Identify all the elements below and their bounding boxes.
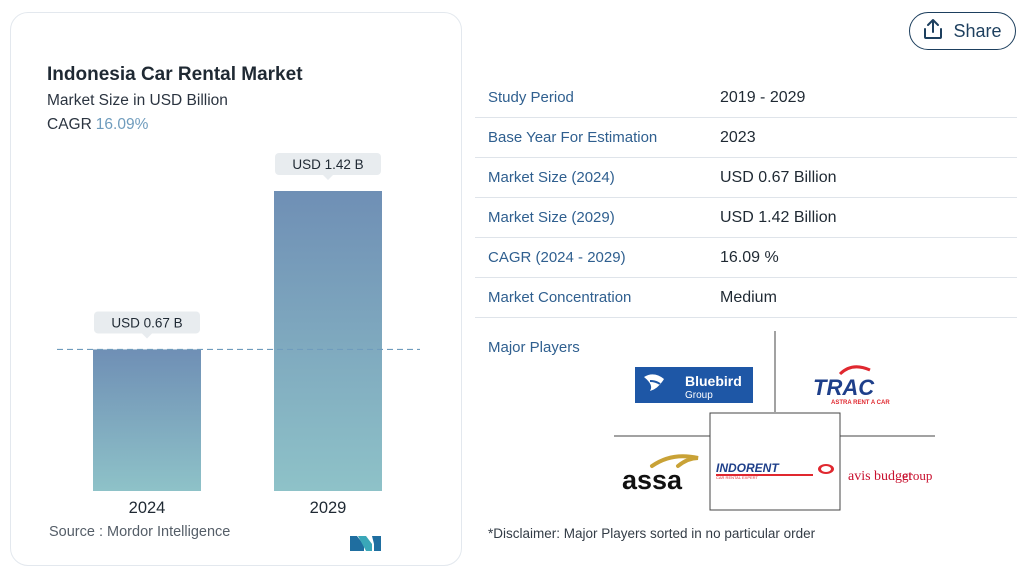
trac-tagline: ASTRA RENT A CAR xyxy=(831,400,890,406)
major-players-label: Major Players xyxy=(488,339,580,356)
avis-name: avis budget xyxy=(848,469,912,484)
trac-name: TRAC xyxy=(813,375,875,400)
info-value: USD 0.67 Billion xyxy=(720,169,837,186)
market-info-table: Study Period 2019 - 2029 Base Year For E… xyxy=(475,78,1017,318)
info-label: Market Size (2024) xyxy=(488,169,615,186)
info-value: USD 1.42 Billion xyxy=(720,209,837,226)
info-value: 16.09 % xyxy=(720,249,779,266)
info-row-concentration: Market Concentration Medium xyxy=(475,278,1017,318)
share-icon xyxy=(923,18,943,45)
assa-name: assa xyxy=(622,465,683,495)
cagr-label: CAGR xyxy=(47,116,92,133)
data-label-bg xyxy=(275,153,381,175)
info-value: 2023 xyxy=(720,129,756,146)
bluebird-logo: Bluebird Group xyxy=(635,367,753,403)
indorent-name: INDORENT xyxy=(716,461,780,475)
trac-logo: TRAC ASTRA RENT A CAR xyxy=(813,365,890,406)
share-button[interactable]: Share xyxy=(909,12,1016,50)
source-note: Source : Mordor Intelligence xyxy=(49,524,231,540)
data-label-bg xyxy=(94,311,200,334)
info-label: Market Concentration xyxy=(488,289,632,306)
info-label: CAGR (2024 - 2029) xyxy=(488,249,626,266)
indorent-logo: INDORENT CAR RENTAL EXPERT xyxy=(716,461,834,480)
bar-2024 xyxy=(93,349,201,491)
data-label: USD 1.42 B xyxy=(292,157,363,172)
info-label: Study Period xyxy=(488,89,574,106)
cagr-value: 16.09% xyxy=(95,116,149,133)
data-label: USD 0.67 B xyxy=(111,315,182,330)
data-label-pointer xyxy=(323,175,333,180)
indorent-tagline: CAR RENTAL EXPERT xyxy=(716,475,758,480)
mordor-logo xyxy=(350,536,381,551)
info-value: Medium xyxy=(720,289,777,306)
assa-logo: assa xyxy=(622,454,699,495)
chart-title: Indonesia Car Rental Market xyxy=(47,64,303,85)
bar-2029 xyxy=(274,191,382,491)
info-value: 2019 - 2029 xyxy=(720,89,806,106)
info-row-market-size-2029: Market Size (2029) USD 1.42 Billion xyxy=(475,198,1017,238)
x-tick-label: 2029 xyxy=(310,499,347,517)
info-row-base-year: Base Year For Estimation 2023 xyxy=(475,118,1017,158)
info-label: Base Year For Estimation xyxy=(488,129,658,146)
bar-chart: USD 0.67 B 2024 USD 1.42 B 2029 xyxy=(57,153,420,551)
bluebird-name: Bluebird xyxy=(685,373,742,389)
info-row-cagr: CAGR (2024 - 2029) 16.09 % xyxy=(475,238,1017,278)
bluebird-group: Group xyxy=(685,390,713,401)
avis-budget-logo: avis budget group xyxy=(848,468,932,484)
disclaimer: *Disclaimer: Major Players sorted in no … xyxy=(488,526,816,541)
share-label: Share xyxy=(953,20,1002,41)
info-label: Market Size (2029) xyxy=(488,209,615,226)
data-label-pointer xyxy=(142,333,152,339)
info-row-study-period: Study Period 2019 - 2029 xyxy=(475,78,1017,118)
info-row-market-size-2024: Market Size (2024) USD 0.67 Billion xyxy=(475,158,1017,198)
chart-cagr: CAGR 16.09% xyxy=(47,116,148,134)
chart-card xyxy=(10,12,462,566)
x-tick-label: 2024 xyxy=(129,499,166,517)
chart-subtitle: Market Size in USD Billion xyxy=(47,92,228,109)
avis-group: group xyxy=(902,468,932,483)
